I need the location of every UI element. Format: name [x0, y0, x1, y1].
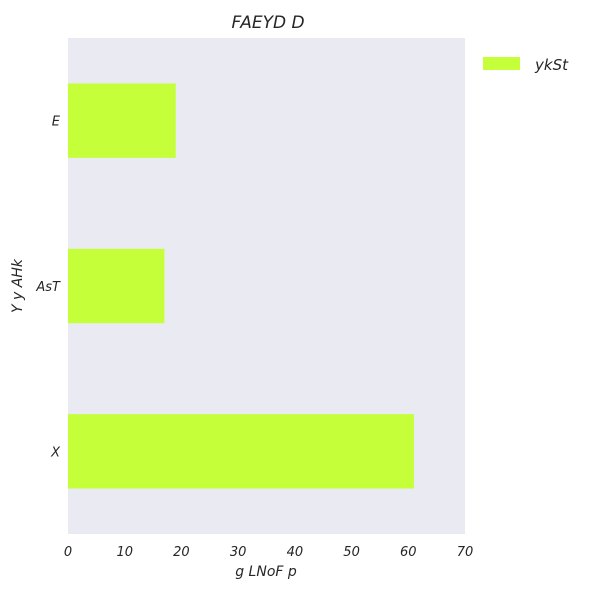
x-tick-label: 40 [287, 545, 304, 560]
x-tick-label: 70 [457, 545, 474, 560]
y-tick-labels: E AsT X [35, 115, 61, 461]
x-tick-label: 50 [343, 545, 360, 560]
y-tick-label: E [52, 115, 61, 130]
y-axis-label: Y y AHk [10, 258, 26, 313]
x-axis-label: g LNoF p [235, 564, 297, 580]
x-tick-label: 0 [64, 545, 72, 560]
x-tick-label: 10 [116, 545, 133, 560]
legend-label: ykSt [534, 56, 569, 74]
bar-x [68, 414, 414, 489]
chart-title: FAEYD D [231, 13, 304, 33]
legend: ykSt [483, 56, 569, 74]
legend-swatch [483, 57, 520, 70]
x-tick-label: 60 [400, 545, 417, 560]
y-tick-label: X [50, 445, 61, 460]
x-tick-labels: 0 10 20 30 40 50 60 70 [64, 545, 473, 560]
bar-e [68, 83, 176, 158]
bars-group [68, 83, 414, 489]
y-tick-label: AsT [35, 280, 61, 295]
bar-ast [68, 248, 165, 324]
x-tick-label: 20 [173, 545, 190, 560]
x-tick-label: 30 [230, 545, 247, 560]
